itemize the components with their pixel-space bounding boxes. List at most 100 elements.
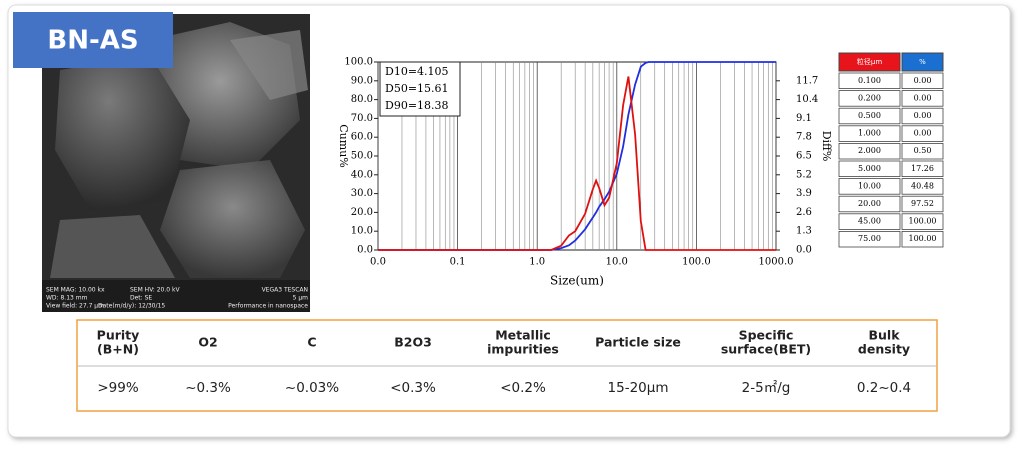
- size-cell: [838, 160, 901, 178]
- x-tick-label: 100.0: [682, 257, 711, 268]
- y-tick-label: 80.0: [351, 94, 373, 105]
- sem-info: View field: 27.7 µm: [46, 303, 104, 310]
- y2-tick-label: 1.3: [796, 226, 812, 237]
- y-tick-label: 10.0: [351, 226, 373, 237]
- x-tick-label: 0.0: [370, 257, 386, 268]
- size-cell: [838, 125, 901, 142]
- y2-axis-label: Diff%: [820, 131, 833, 162]
- size-value: 0.00: [914, 129, 932, 138]
- size-header-cell: [901, 52, 944, 72]
- y2-tick-label: 3.9: [796, 188, 812, 199]
- size-value: 2.000: [858, 146, 881, 155]
- size-cell: [901, 142, 944, 160]
- spec-value: 0.2~0.4: [857, 380, 911, 396]
- y2-tick-label: 6.5: [796, 151, 812, 162]
- size-value: 1.000: [858, 129, 881, 138]
- annotation: D90=18.38: [385, 99, 449, 112]
- size-value: 45.00: [858, 217, 881, 226]
- size-value: 0.00: [914, 76, 932, 85]
- size-value: 0.00: [914, 93, 932, 102]
- size-cell: [838, 195, 901, 213]
- size-value: 0.200: [858, 93, 881, 102]
- sem-info: 5 µm: [293, 295, 309, 302]
- size-cell: [838, 90, 901, 107]
- spec-value: >99%: [97, 380, 138, 396]
- size-value: 75.00: [858, 234, 881, 243]
- series-line: [378, 61, 776, 251]
- size-cell: [901, 125, 944, 142]
- size-cell: [901, 213, 944, 230]
- y-tick-label: 20.0: [351, 207, 373, 218]
- x-axis-label: Size(um): [550, 274, 604, 288]
- size-value: 20.00: [858, 199, 881, 208]
- size-cell: [838, 213, 901, 230]
- spec-header: surface(BET): [721, 342, 811, 357]
- size-cell: [901, 195, 944, 213]
- size-cell: [838, 178, 901, 195]
- size-value: 10.00: [858, 181, 881, 190]
- spec-value: <0.2%: [500, 380, 546, 396]
- spec-header: (B+N): [97, 342, 139, 357]
- sem-info: Date(m/d/y): 12/30/15: [98, 303, 165, 310]
- size-value: 17.26: [911, 164, 934, 173]
- y2-tick-label: 0.0: [796, 245, 812, 256]
- sem-info: SEM HV: 20.0 kV: [130, 287, 180, 294]
- size-cell: [901, 90, 944, 107]
- spec-header: Purity: [97, 328, 140, 343]
- y-tick-label: 90.0: [351, 75, 373, 86]
- size-cell: [901, 107, 944, 125]
- spec-header: C: [307, 335, 316, 350]
- y-tick-label: 0.0: [357, 245, 373, 256]
- x-tick-label: 10.0: [606, 257, 628, 268]
- annotation-box: [379, 61, 461, 117]
- y-tick-label: 40.0: [351, 169, 373, 180]
- y-axis-label: Cumu%: [337, 124, 350, 167]
- size-cell: [838, 142, 901, 160]
- size-header: 粒径μm: [857, 57, 882, 66]
- y2-tick-label: 2.6: [796, 207, 812, 218]
- spec-header: Specific: [739, 328, 794, 343]
- sem-info: Performance in nanospace: [228, 303, 308, 310]
- size-value: 0.100: [858, 76, 881, 85]
- spec-header: Metallic: [495, 328, 551, 343]
- size-cell: [901, 72, 944, 90]
- size-cell: [901, 178, 944, 195]
- y-tick-label: 100.0: [344, 57, 373, 68]
- size-cell: [838, 72, 901, 90]
- x-tick-label: 1000.0: [759, 257, 794, 268]
- sem-info: SEM MAG: 10.00 kx: [46, 287, 105, 294]
- y2-tick-label: 11.7: [796, 75, 818, 86]
- spec-header: impurities: [487, 342, 559, 357]
- size-cell: [838, 107, 901, 125]
- annotation: D50=15.61: [385, 82, 449, 95]
- size-value: 100.00: [909, 217, 937, 226]
- y2-tick-label: 5.2: [796, 169, 812, 180]
- size-header: %: [919, 58, 926, 66]
- spec-value: 2-5㎡/g: [742, 380, 791, 396]
- badge-bg: [13, 12, 173, 68]
- spec-value: ~0.03%: [285, 380, 339, 396]
- size-value: 0.00: [914, 111, 932, 120]
- size-value: 5.000: [858, 164, 881, 173]
- y-tick-label: 70.0: [351, 113, 373, 124]
- spec-header: O2: [198, 335, 217, 350]
- annotation: D10=4.105: [385, 65, 449, 78]
- size-value: 100.00: [909, 234, 937, 243]
- y-tick-label: 30.0: [351, 188, 373, 199]
- spec-header: Particle size: [595, 335, 681, 350]
- size-header-cell: [838, 52, 901, 72]
- size-value: 40.48: [911, 181, 934, 190]
- size-cell: [901, 160, 944, 178]
- size-value: 0.50: [914, 146, 932, 155]
- sem-info: Det: SE: [130, 295, 152, 302]
- spec-header: B2O3: [394, 335, 432, 350]
- x-tick-label: 1.0: [529, 257, 545, 268]
- spec-value: <0.3%: [390, 380, 436, 396]
- size-cell: [838, 230, 901, 248]
- size-cell: [901, 230, 944, 248]
- x-tick-label: 0.1: [450, 257, 466, 268]
- series-line: [378, 76, 776, 251]
- sem-info: VEGA3 TESCAN: [262, 287, 308, 294]
- y2-tick-label: 10.4: [796, 94, 818, 105]
